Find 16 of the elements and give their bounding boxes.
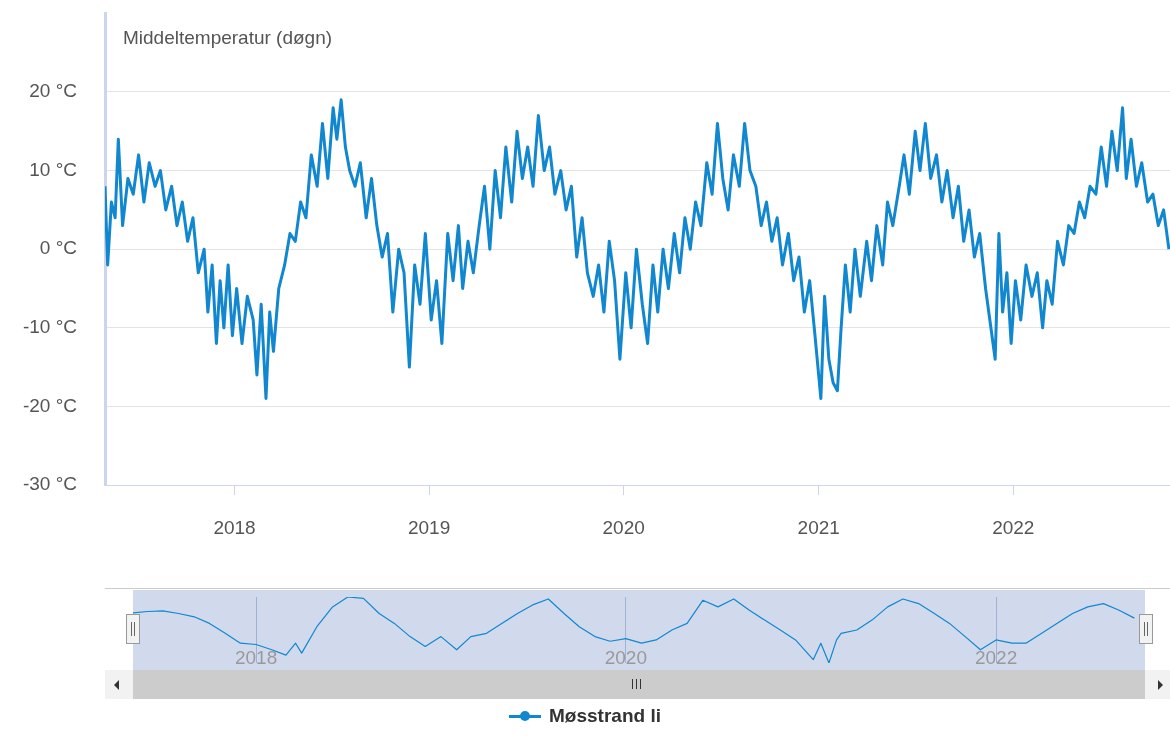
x-tick-label: 2022: [992, 516, 1035, 538]
y-tick-label: -30 °C: [22, 473, 77, 495]
x-tick-label: 2020: [604, 646, 647, 668]
legend-label: Møsstrand li: [549, 705, 661, 727]
x-tick-label: 2018: [213, 516, 256, 538]
y-tick-label: -10 °C: [22, 316, 77, 338]
y-tick-label: -20 °C: [22, 394, 77, 416]
x-tick-label: 2018: [234, 646, 278, 668]
y-tick-label: 0 °C: [39, 237, 77, 259]
x-tick-label: 2022: [974, 646, 1018, 668]
y-tick-label: 10 °C: [29, 158, 77, 180]
y-tick-label: 20 °C: [29, 80, 77, 102]
x-tick-label: 2019: [407, 516, 451, 538]
x-tick-label: 2021: [797, 516, 840, 538]
x-tick-label: 2020: [602, 516, 645, 538]
text: Middeltemperatur (døgn): [123, 27, 333, 49]
